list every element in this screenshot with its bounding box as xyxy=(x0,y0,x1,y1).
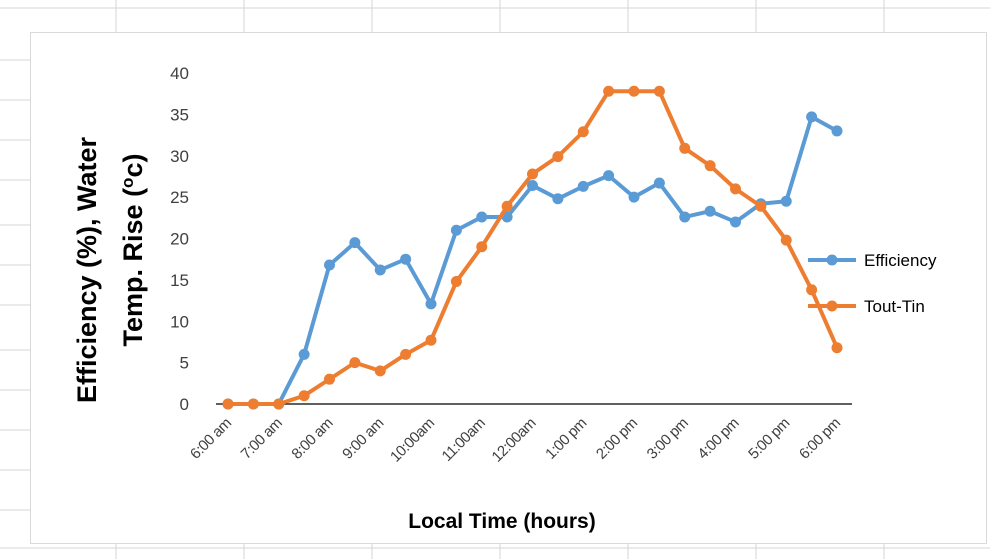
series-1-point-11 xyxy=(501,200,513,212)
x-tick-label-1: 7:00 am xyxy=(238,415,286,463)
series-1-point-24 xyxy=(831,342,843,354)
x-tick-label-11: 5:00 pm xyxy=(745,415,793,463)
x-tick-label-0: 6:00 am xyxy=(187,415,235,463)
x-tick-label-10: 4:00 pm xyxy=(694,415,742,463)
series-0-point-14 xyxy=(577,180,589,192)
y-axis-title-2: Temp. Rise (oc) xyxy=(118,154,148,347)
series-0-point-19 xyxy=(704,205,716,217)
legend-marker-1 xyxy=(826,300,838,312)
series-0-point-20 xyxy=(730,216,741,228)
series-1-point-5 xyxy=(349,357,361,369)
series-1-point-15 xyxy=(603,85,615,97)
x-tick-label-5: 11:00am xyxy=(439,415,489,465)
series-0-point-16 xyxy=(628,191,640,203)
series-1-point-8 xyxy=(425,334,437,346)
legend-label-0: Efficiency xyxy=(864,251,937,270)
series-0-point-17 xyxy=(653,177,665,189)
series-0-point-15 xyxy=(603,170,615,182)
x-tick-label-9: 3:00 pm xyxy=(644,415,692,463)
y-axis-title-line1: Efficiency (%), Water xyxy=(72,136,102,403)
y-tick-label-0: 0 xyxy=(180,395,189,414)
y-axis-title: Efficiency (%), Water xyxy=(72,136,102,403)
series-0-point-5 xyxy=(349,237,361,249)
legend-label-1: Tout-Tin xyxy=(864,297,925,316)
series-0-point-7 xyxy=(400,253,412,265)
y-tick-label-3: 15 xyxy=(170,271,189,290)
series-0-point-23 xyxy=(806,111,818,123)
series-0-point-9 xyxy=(450,224,462,236)
y-tick-labels: 0 5 10 15 20 25 30 35 40 xyxy=(170,64,189,414)
series-layer xyxy=(222,85,843,410)
series-1-point-1 xyxy=(247,398,259,410)
y-tick-label-6: 30 xyxy=(170,147,189,166)
y-tick-label-5: 25 xyxy=(170,188,189,207)
x-axis-title: Local Time (hours) xyxy=(408,510,595,533)
x-tick-label-6: 12:00am xyxy=(489,415,540,466)
series-1-point-19 xyxy=(704,160,716,172)
series-0-point-3 xyxy=(298,348,310,360)
y-tick-label-8: 40 xyxy=(170,64,189,83)
series-line-1 xyxy=(228,89,839,406)
legend-marker-0 xyxy=(826,254,838,266)
x-tick-label-8: 2:00 pm xyxy=(593,415,641,463)
series-1-point-16 xyxy=(628,85,640,97)
x-tick-label-7: 1:00 pm xyxy=(542,415,590,463)
series-1-point-13 xyxy=(552,151,564,163)
series-1-point-23 xyxy=(806,284,818,296)
series-1-point-18 xyxy=(679,142,691,154)
series-line-0 xyxy=(228,114,838,406)
series-1-point-17 xyxy=(653,85,665,97)
series-1-point-2 xyxy=(273,398,285,410)
series-1-point-22 xyxy=(780,234,792,246)
x-tick-labels: 6:00 am 7:00 am 8:00 am 9:00 am 10:00am 11:00… xyxy=(187,415,844,466)
series-1-point-21 xyxy=(755,200,767,212)
x-tick-label-12: 6:00 pm xyxy=(796,415,844,463)
y-tick-label-2: 10 xyxy=(170,312,189,331)
x-tick-label-2: 8:00 am xyxy=(288,415,336,463)
series-0-point-6 xyxy=(374,264,386,276)
y-axis-title-line2: Temp. Rise (oc) xyxy=(118,154,148,347)
y-tick-label-1: 5 xyxy=(180,354,189,373)
y-tick-label-4: 20 xyxy=(170,230,189,249)
series-1-point-7 xyxy=(400,348,412,360)
series-0-point-8 xyxy=(425,298,437,310)
x-tick-label-4: 10:00am xyxy=(387,415,438,466)
x-tick-label-3: 9:00 am xyxy=(339,415,387,463)
series-1-point-20 xyxy=(730,183,741,195)
series-0-point-4 xyxy=(324,259,335,271)
series-0-point-10 xyxy=(476,211,488,223)
series-0-point-12 xyxy=(527,180,538,192)
series-1-point-14 xyxy=(577,126,589,138)
series-1-point-6 xyxy=(374,365,386,377)
series-1-point-10 xyxy=(476,241,488,253)
chart-area[interactable] xyxy=(30,32,987,544)
series-1-point-4 xyxy=(324,373,335,385)
series-1-point-3 xyxy=(298,390,310,402)
series-0-point-24 xyxy=(831,125,843,137)
legend: Efficiency Tout-Tin xyxy=(808,251,937,316)
series-0-point-18 xyxy=(679,211,691,223)
series-1-point-9 xyxy=(450,276,462,288)
series-0-point-22 xyxy=(780,195,792,207)
y-tick-label-7: 35 xyxy=(170,105,189,124)
series-1-point-0 xyxy=(222,398,234,410)
series-0-point-13 xyxy=(552,193,564,205)
series-1-point-12 xyxy=(527,168,538,180)
